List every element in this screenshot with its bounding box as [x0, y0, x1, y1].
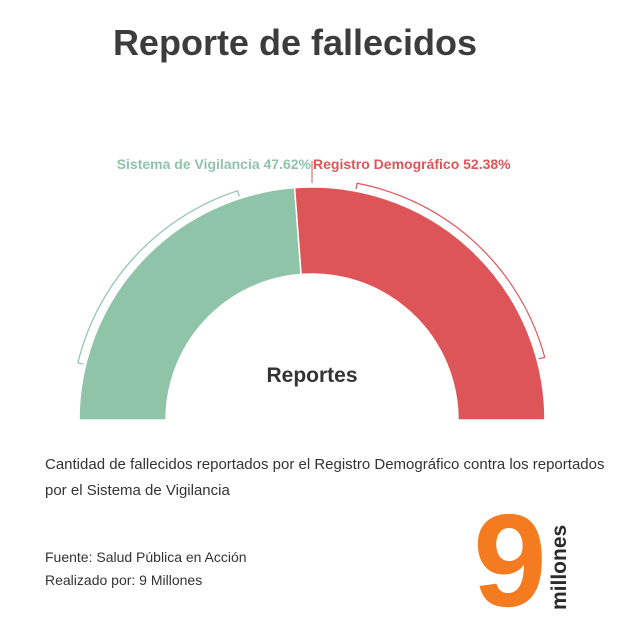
- source-block: Fuente: Salud Pública en Acción Realizad…: [45, 546, 247, 592]
- slice-halo-1: [355, 182, 546, 360]
- hover-arcs-group: [77, 182, 546, 365]
- source-line: Fuente: Salud Pública en Acción: [45, 549, 247, 565]
- chart-description: Cantidad de fallecidos reportados por el…: [45, 456, 605, 499]
- slice-label-1: Registro Demográfico 52.38%: [313, 156, 511, 172]
- slices-group: [78, 186, 546, 421]
- slice-halo-0: [77, 190, 240, 365]
- credit-line: Realizado por: 9 Millones: [45, 572, 203, 588]
- logo-digit: 9: [473, 498, 546, 618]
- nine-millones-logo: 9 millones: [473, 498, 571, 618]
- slice-0[interactable]: [78, 186, 302, 421]
- logo-word: millones: [548, 525, 571, 610]
- semi-donut-chart: Sistema de Vigilancia 47.62% Registro Dem…: [77, 156, 546, 421]
- slice-label-0: Sistema de Vigilancia 47.62%: [117, 156, 312, 172]
- slice-1[interactable]: [293, 186, 546, 421]
- chart-title: Reporte de fallecidos: [112, 22, 478, 63]
- slice-labels-group: Sistema de Vigilancia 47.62% Registro Dem…: [117, 156, 511, 183]
- center-label: Reportes: [266, 364, 357, 387]
